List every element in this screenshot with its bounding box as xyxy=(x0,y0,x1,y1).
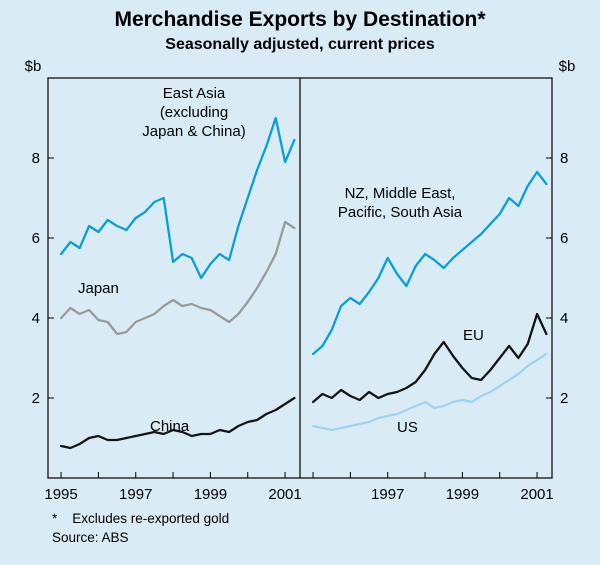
y-tick-label: 4 xyxy=(560,310,568,327)
series-label-us: US xyxy=(397,419,418,436)
series-line-east-asia-excluding-japan-china xyxy=(59,116,296,280)
x-tick-label: 1997 xyxy=(119,486,152,503)
y-tick-label: 8 xyxy=(32,150,40,167)
x-tick-label: 1997 xyxy=(371,486,404,503)
series-label-nz-middle-east-pacific-south-asia: NZ, Middle East, Pacific, South Asia xyxy=(337,185,463,221)
series-label-japan: Japan xyxy=(78,280,119,297)
x-tick-label: 2001 xyxy=(268,486,301,503)
y-tick-label: 2 xyxy=(560,390,568,407)
series-line-japan xyxy=(59,220,296,336)
series-label-china: China xyxy=(150,418,190,435)
series-label-eu: EU xyxy=(463,327,484,344)
x-tick-label: 2001 xyxy=(520,486,553,503)
chart-subtitle: Seasonally adjusted, current prices xyxy=(165,36,435,53)
x-tick-label: 1995 xyxy=(44,486,77,503)
x-tick-label: 1999 xyxy=(446,486,479,503)
series-line-nz-middle-east-pacific-south-asia xyxy=(311,170,548,356)
y-tick-label: 6 xyxy=(32,230,40,247)
series-line-us xyxy=(311,352,548,432)
chart-title: Merchandise Exports by Destination* xyxy=(114,8,486,31)
source-note: Source: ABS xyxy=(52,530,129,545)
y-axis-unit-left: $b xyxy=(24,58,42,75)
y-axis-unit-right: $b xyxy=(558,58,576,75)
series-label-east-asia: East Asia (excluding Japan & China) xyxy=(142,85,246,140)
x-tick-label: 1999 xyxy=(194,486,227,503)
y-tick-label: 4 xyxy=(32,310,40,327)
footnote: * Excludes re-exported gold xyxy=(52,511,230,526)
y-tick-label: 2 xyxy=(32,390,40,407)
y-tick-label: 8 xyxy=(560,150,568,167)
y-tick-label: 6 xyxy=(560,230,568,247)
series-line-china xyxy=(59,396,296,450)
series-line-eu xyxy=(311,312,548,404)
